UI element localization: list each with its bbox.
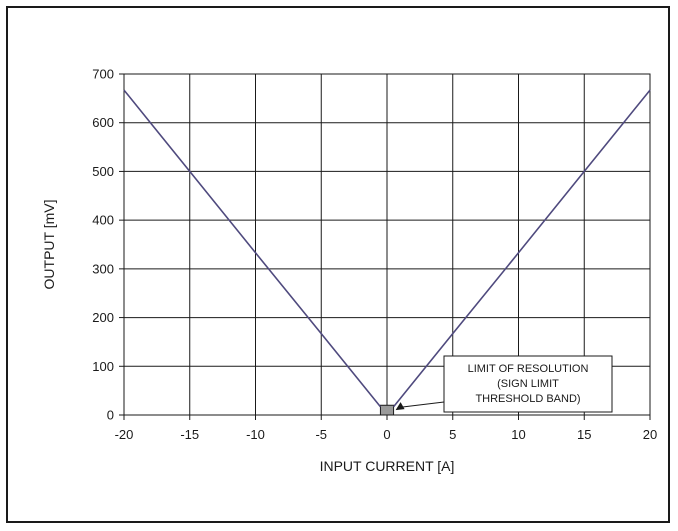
annotation-callout: LIMIT OF RESOLUTION (SIGN LIMIT THRESHOLD … [395, 355, 613, 413]
y-tick-label: 200 [92, 310, 114, 325]
plot-area [123, 89, 651, 416]
x-tick-label: 5 [449, 427, 456, 442]
x-tick-label: 15 [577, 427, 591, 442]
x-tick-label: 0 [383, 427, 390, 442]
y-tick-label: 0 [107, 408, 114, 423]
x-tick-label: 10 [511, 427, 525, 442]
chart-frame: -20 -15 -10 -5 0 5 10 15 20 0 100 200 300 400 500 600 7… [6, 6, 670, 523]
y-tick-label: 100 [92, 359, 114, 374]
x-tick-label: -15 [180, 427, 199, 442]
x-axis-label: INPUT CURRENT [A] [320, 458, 455, 474]
annotation-line: (SIGN LIMIT [497, 378, 559, 390]
annotation-arrow-line [401, 401, 445, 408]
annotation-line: THRESHOLD BAND) [475, 393, 580, 405]
output-vs-current-chart: -20 -15 -10 -5 0 5 10 15 20 0 100 200 300 400 500 600 7… [41, 67, 658, 475]
series-positive-line [392, 89, 651, 408]
annotation-arrow-head [395, 402, 405, 411]
y-axis-label: OUTPUT [mV] [41, 200, 57, 290]
annotation-box [443, 355, 613, 413]
x-tick-labels: -20 -15 -10 -5 0 5 10 15 20 [115, 427, 658, 442]
annotation-line: LIMIT OF RESOLUTION [468, 363, 589, 375]
y-tick-label: 500 [92, 164, 114, 179]
grid [119, 73, 651, 420]
x-tick-label: -10 [246, 427, 265, 442]
x-tick-label: -20 [115, 427, 134, 442]
x-tick-label: -5 [315, 427, 327, 442]
y-tick-label: 600 [92, 115, 114, 130]
series-negative-line [123, 89, 382, 408]
y-tick-label: 300 [92, 261, 114, 276]
y-tick-label: 400 [92, 213, 114, 228]
y-tick-label: 700 [92, 67, 114, 82]
x-tick-label: 20 [643, 427, 657, 442]
y-tick-labels: 0 100 200 300 400 500 600 700 [92, 67, 114, 423]
threshold-band [379, 404, 395, 416]
